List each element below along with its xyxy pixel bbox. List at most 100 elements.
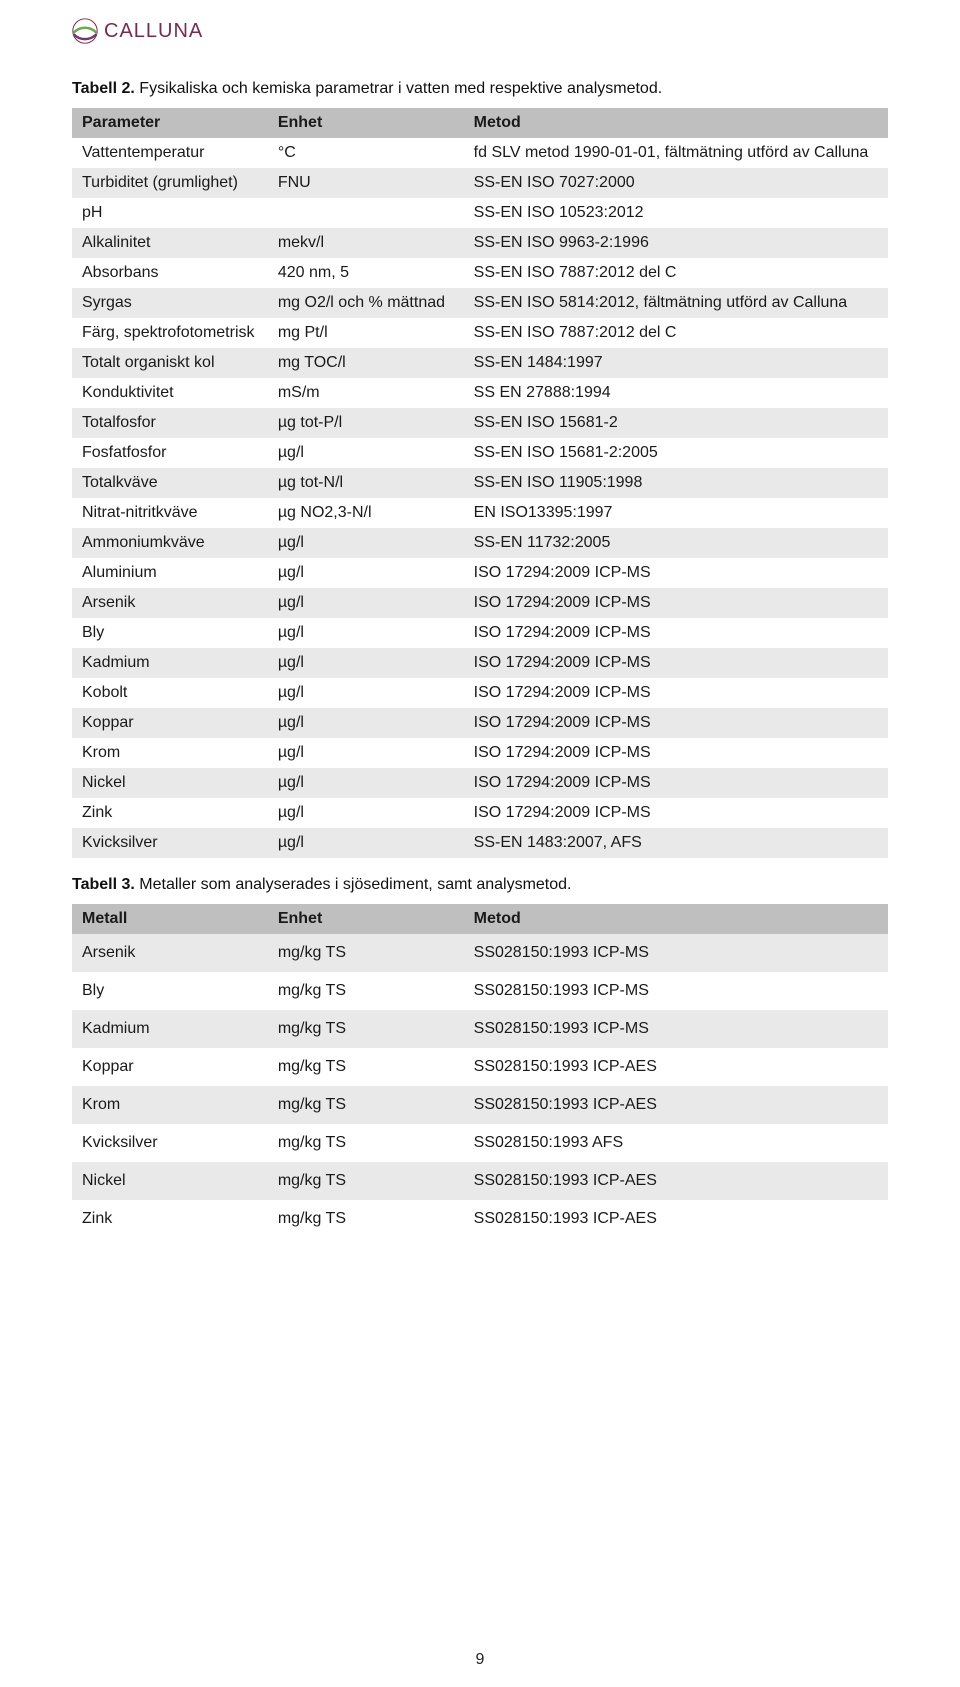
table1-cell: ISO 17294:2009 ICP-MS (464, 618, 888, 648)
table1-cell: Aluminium (72, 558, 268, 588)
table1-row: Vattentemperatur°Cfd SLV metod 1990-01-0… (72, 138, 888, 168)
table1-cell: mekv/l (268, 228, 464, 258)
table2-row: Kvicksilvermg/kg TSSS028150:1993 AFS (72, 1124, 888, 1162)
table2-cell: SS028150:1993 ICP-AES (464, 1048, 888, 1086)
table1-cell: Absorbans (72, 258, 268, 288)
table1-cell: mg TOC/l (268, 348, 464, 378)
table1-row: Kvicksilverµg/lSS-EN 1483:2007, AFS (72, 828, 888, 858)
table2-row: Blymg/kg TSSS028150:1993 ICP-MS (72, 972, 888, 1010)
table1-caption: Tabell 2. Fysikaliska och kemiska parame… (72, 80, 888, 98)
page: CALLUNA Tabell 2. Fysikaliska och kemisk… (0, 0, 960, 1687)
table1-caption-bold: Tabell 2. (72, 80, 135, 97)
table1-cell: Kobolt (72, 678, 268, 708)
table1-row: Totalkväveµg tot-N/lSS-EN ISO 11905:1998 (72, 468, 888, 498)
table1-cell: ISO 17294:2009 ICP-MS (464, 678, 888, 708)
table1-row: Totalt organiskt kolmg TOC/lSS-EN 1484:1… (72, 348, 888, 378)
table1-cell: Totalfosfor (72, 408, 268, 438)
table1-cell: Fosfatfosfor (72, 438, 268, 468)
table1-cell: µg/l (268, 768, 464, 798)
table1-cell: µg/l (268, 798, 464, 828)
table1-cell: Koppar (72, 708, 268, 738)
table1-cell: µg/l (268, 738, 464, 768)
table2-row: Kopparmg/kg TSSS028150:1993 ICP-AES (72, 1048, 888, 1086)
table2-cell: SS028150:1993 ICP-MS (464, 1010, 888, 1048)
table1-row: Färg, spektrofotometriskmg Pt/lSS-EN ISO… (72, 318, 888, 348)
table2-caption-bold: Tabell 3. (72, 876, 135, 893)
table1-cell: Färg, spektrofotometrisk (72, 318, 268, 348)
page-number: 9 (0, 1651, 960, 1669)
table1-cell: µg/l (268, 828, 464, 858)
table1-row: Blyµg/lISO 17294:2009 ICP-MS (72, 618, 888, 648)
table2-cell: SS028150:1993 ICP-AES (464, 1200, 888, 1238)
table2-cell: SS028150:1993 AFS (464, 1124, 888, 1162)
table1-cell: Totalt organiskt kol (72, 348, 268, 378)
table2-cell: mg/kg TS (268, 1086, 464, 1124)
table2-cell: mg/kg TS (268, 972, 464, 1010)
table1-cell: SS-EN ISO 5814:2012, fältmätning utförd … (464, 288, 888, 318)
table2: Metall Enhet Metod Arsenikmg/kg TSSS0281… (72, 904, 888, 1238)
table1-caption-rest: Fysikaliska och kemiska parametrar i vat… (135, 80, 662, 97)
table1-cell: Turbiditet (grumlighet) (72, 168, 268, 198)
table2-col-2: Metod (464, 904, 888, 934)
table2-cell: SS028150:1993 ICP-AES (464, 1086, 888, 1124)
table1-cell: SS-EN 11732:2005 (464, 528, 888, 558)
table1-cell: Nickel (72, 768, 268, 798)
table2-col-1: Enhet (268, 904, 464, 934)
table1-cell: °C (268, 138, 464, 168)
table1-cell: Vattentemperatur (72, 138, 268, 168)
table1-row: Zinkµg/lISO 17294:2009 ICP-MS (72, 798, 888, 828)
table1-cell: SS-EN ISO 7887:2012 del C (464, 318, 888, 348)
table1-cell: µg/l (268, 648, 464, 678)
table1-col-0: Parameter (72, 108, 268, 138)
table1-cell: µg/l (268, 678, 464, 708)
table1-row: Syrgasmg O2/l och % mättnadSS-EN ISO 581… (72, 288, 888, 318)
table1-cell: SS-EN ISO 15681-2:2005 (464, 438, 888, 468)
table1-col-2: Metod (464, 108, 888, 138)
brand-name: CALLUNA (104, 20, 203, 43)
table2-cell: mg/kg TS (268, 1200, 464, 1238)
table1-cell: µg tot-P/l (268, 408, 464, 438)
table1-cell: mS/m (268, 378, 464, 408)
table2-header-row: Metall Enhet Metod (72, 904, 888, 934)
table1-cell: ISO 17294:2009 ICP-MS (464, 558, 888, 588)
table1-row: Nitrat-nitritkväveµg NO2,3-N/lEN ISO1339… (72, 498, 888, 528)
table1-cell: ISO 17294:2009 ICP-MS (464, 588, 888, 618)
table1-cell: mg Pt/l (268, 318, 464, 348)
table1-cell: ISO 17294:2009 ICP-MS (464, 798, 888, 828)
table1-row: Absorbans420 nm, 5SS-EN ISO 7887:2012 de… (72, 258, 888, 288)
table2-cell: mg/kg TS (268, 934, 464, 972)
table1-cell: µg/l (268, 558, 464, 588)
brand-logo: CALLUNA (72, 18, 888, 44)
table1-row: Totalfosforµg tot-P/lSS-EN ISO 15681-2 (72, 408, 888, 438)
table1-cell: µg/l (268, 528, 464, 558)
table2-cell: SS028150:1993 ICP-MS (464, 934, 888, 972)
table1-cell: 420 nm, 5 (268, 258, 464, 288)
table2-col-0: Metall (72, 904, 268, 934)
table2-cell: mg/kg TS (268, 1162, 464, 1200)
table2-cell: mg/kg TS (268, 1048, 464, 1086)
table2-row: Krommg/kg TSSS028150:1993 ICP-AES (72, 1086, 888, 1124)
table1-row: pHSS-EN ISO 10523:2012 (72, 198, 888, 228)
table2-cell: Zink (72, 1200, 268, 1238)
table2-cell: SS028150:1993 ICP-MS (464, 972, 888, 1010)
table1-cell: EN ISO13395:1997 (464, 498, 888, 528)
table2-cell: mg/kg TS (268, 1124, 464, 1162)
table1-cell: mg O2/l och % mättnad (268, 288, 464, 318)
table1-cell: SS EN 27888:1994 (464, 378, 888, 408)
table1-cell: µg/l (268, 618, 464, 648)
table1-row: Turbiditet (grumlighet)FNUSS-EN ISO 7027… (72, 168, 888, 198)
table1-cell: ISO 17294:2009 ICP-MS (464, 648, 888, 678)
table2-cell: Bly (72, 972, 268, 1010)
table2-cell: Krom (72, 1086, 268, 1124)
table2-cell: Kvicksilver (72, 1124, 268, 1162)
table2-cell: mg/kg TS (268, 1010, 464, 1048)
table1-cell: SS-EN ISO 10523:2012 (464, 198, 888, 228)
table1-cell: SS-EN 1484:1997 (464, 348, 888, 378)
table1-cell: Bly (72, 618, 268, 648)
table1-row: Fosfatfosforµg/lSS-EN ISO 15681-2:2005 (72, 438, 888, 468)
table1-cell: Nitrat-nitritkväve (72, 498, 268, 528)
table1-cell: Zink (72, 798, 268, 828)
table1-cell: fd SLV metod 1990-01-01, fältmätning utf… (464, 138, 888, 168)
table2-cell: Nickel (72, 1162, 268, 1200)
table1-cell (268, 198, 464, 228)
